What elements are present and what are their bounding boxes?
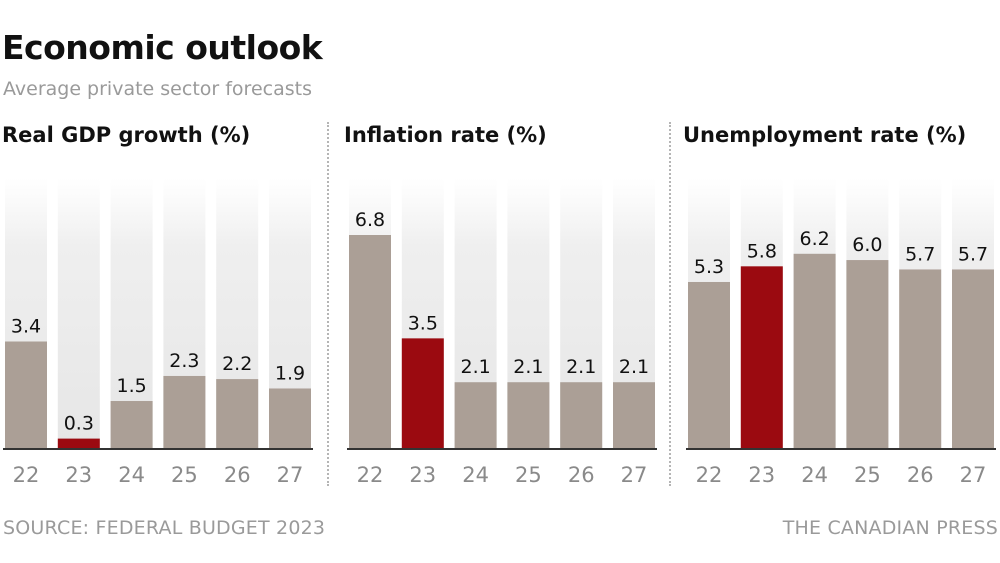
inflation-bar-27 bbox=[613, 382, 655, 448]
inflation-bar-24 bbox=[454, 382, 497, 448]
inflation-chart-title: Inflation rate (%) bbox=[344, 123, 547, 147]
gdp-column-band bbox=[57, 178, 100, 448]
gdp-tick-label: 25 bbox=[171, 463, 198, 487]
inflation-value-label: 6.8 bbox=[355, 209, 385, 231]
gdp-value-label: 1.9 bbox=[275, 362, 305, 384]
source-note: SOURCE: FEDERAL BUDGET 2023 bbox=[3, 517, 326, 539]
unemployment-value-label: 6.2 bbox=[799, 228, 829, 250]
unemployment-value-label: 5.7 bbox=[958, 243, 988, 265]
unemployment-value-label: 5.8 bbox=[747, 240, 777, 262]
inflation-tick-label: 24 bbox=[462, 463, 489, 487]
gdp-value-label: 1.5 bbox=[116, 375, 146, 397]
page-subtitle: Average private sector forecasts bbox=[3, 78, 312, 100]
unemployment-tick-label: 23 bbox=[748, 463, 775, 487]
inflation-value-label: 3.5 bbox=[408, 312, 438, 334]
unemployment-tick-label: 25 bbox=[854, 463, 881, 487]
gdp-value-label: 2.3 bbox=[169, 350, 199, 372]
page-title: Economic outlook bbox=[2, 28, 323, 67]
panel-divider bbox=[669, 122, 671, 486]
gdp-tick-label: 23 bbox=[65, 463, 92, 487]
gdp-bar-24 bbox=[110, 401, 153, 448]
unemployment-value-label: 5.3 bbox=[694, 256, 724, 278]
gdp-bar-25 bbox=[163, 375, 206, 448]
unemployment-tick-label: 26 bbox=[907, 463, 934, 487]
gdp-value-label: 0.3 bbox=[64, 413, 94, 435]
inflation-value-label: 2.1 bbox=[619, 356, 649, 378]
inflation-tick-label: 26 bbox=[568, 463, 595, 487]
gdp-value-label: 3.4 bbox=[11, 316, 41, 338]
unemployment-bar-22 bbox=[688, 281, 730, 448]
gdp-bar-22 bbox=[5, 341, 47, 448]
inflation-tick-label: 25 bbox=[515, 463, 542, 487]
unemployment-chart-title: Unemployment rate (%) bbox=[683, 123, 967, 147]
inflation-bar-26 bbox=[560, 382, 603, 448]
gdp-tick-label: 27 bbox=[277, 463, 304, 487]
unemployment-value-label: 6.0 bbox=[852, 234, 882, 256]
inflation-bar-25 bbox=[507, 382, 550, 448]
unemployment-bar-24 bbox=[793, 253, 836, 448]
inflation-tick-label: 22 bbox=[357, 463, 384, 487]
unemployment-tick-label: 24 bbox=[801, 463, 828, 487]
unemployment-bar-23 bbox=[740, 266, 783, 448]
inflation-tick-label: 23 bbox=[409, 463, 436, 487]
unemployment-bar-27 bbox=[952, 269, 994, 448]
gdp-tick-label: 22 bbox=[13, 463, 40, 487]
gdp-tick-label: 24 bbox=[118, 463, 145, 487]
gdp-tick-label: 26 bbox=[224, 463, 251, 487]
inflation-value-label: 2.1 bbox=[513, 356, 543, 378]
inflation-bar-23 bbox=[401, 338, 444, 448]
unemployment-tick-label: 22 bbox=[696, 463, 723, 487]
unemployment-value-label: 5.7 bbox=[905, 243, 935, 265]
inflation-tick-label: 27 bbox=[621, 463, 648, 487]
unemployment-bar-26 bbox=[899, 269, 942, 448]
inflation-value-label: 2.1 bbox=[566, 356, 596, 378]
gdp-value-label: 2.2 bbox=[222, 353, 252, 375]
inflation-value-label: 2.1 bbox=[460, 356, 490, 378]
credit-note: THE CANADIAN PRESS bbox=[782, 517, 998, 539]
unemployment-tick-label: 27 bbox=[960, 463, 987, 487]
inflation-bar-22 bbox=[349, 235, 391, 448]
gdp-chart-title: Real GDP growth (%) bbox=[2, 123, 251, 147]
gdp-bar-23 bbox=[57, 438, 100, 448]
unemployment-bar-25 bbox=[846, 260, 889, 448]
panel-divider bbox=[327, 122, 329, 486]
gdp-bar-27 bbox=[269, 388, 311, 448]
gdp-bar-26 bbox=[216, 379, 259, 448]
